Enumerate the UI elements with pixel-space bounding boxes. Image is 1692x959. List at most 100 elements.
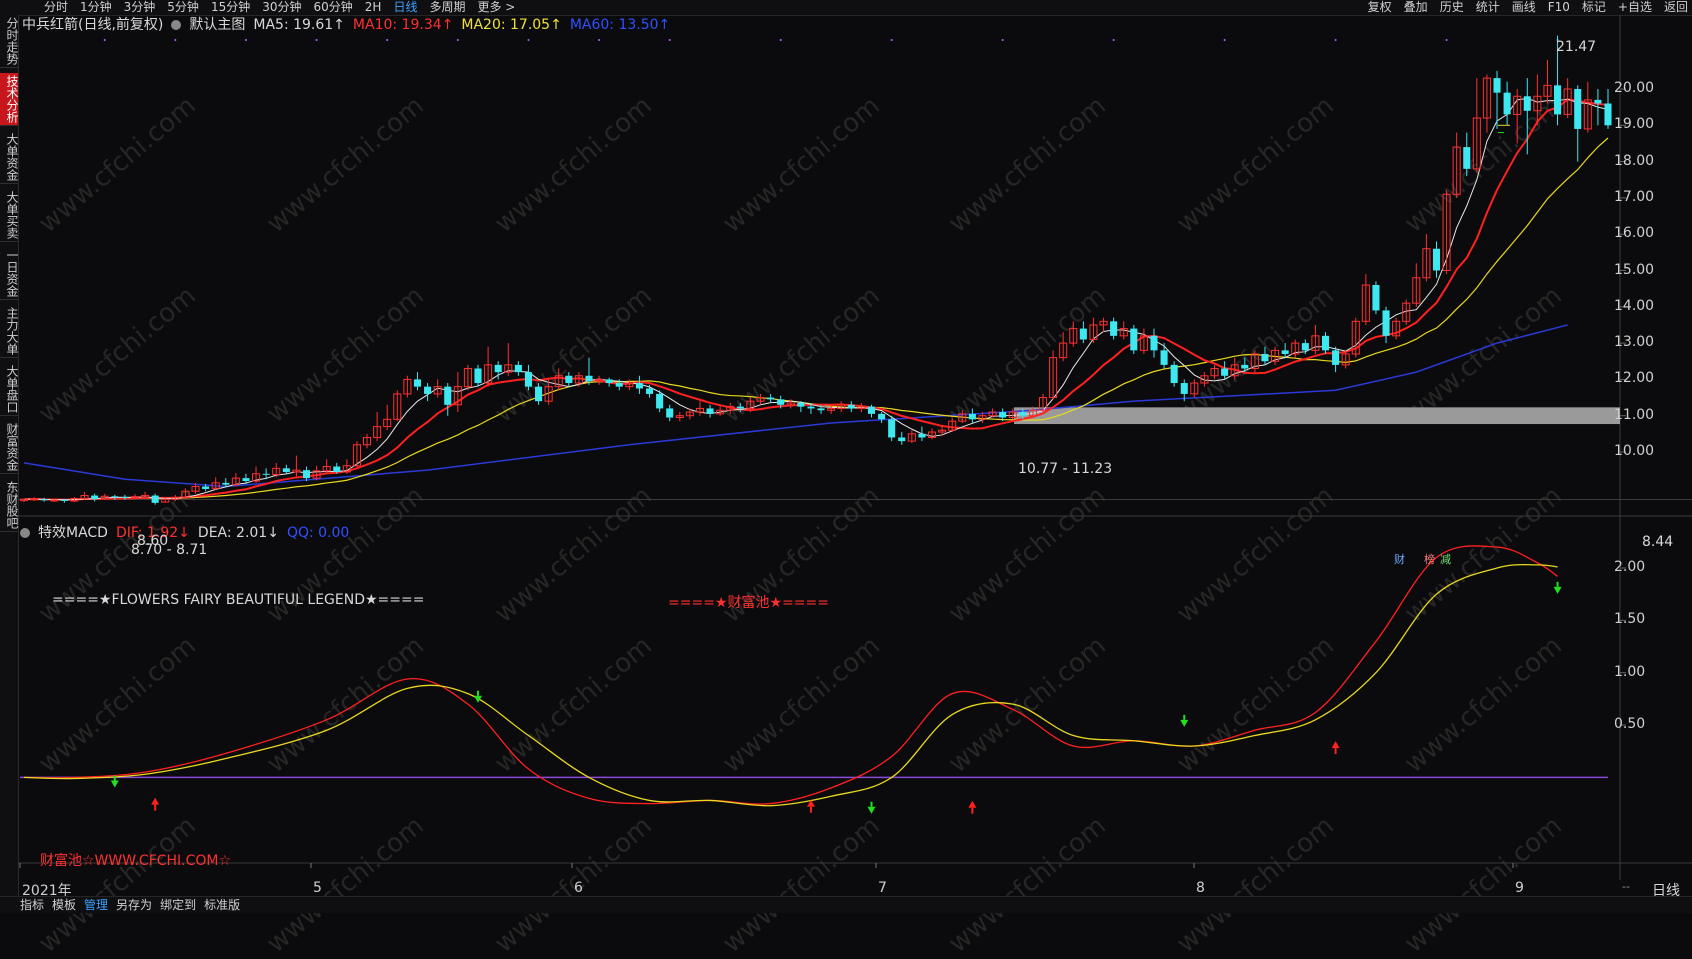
low-price-label: 8.60 xyxy=(137,533,169,549)
candle-body-down xyxy=(999,412,1007,418)
badge-bang[interactable]: 榜 xyxy=(1424,553,1435,566)
sidebar-tab-8[interactable]: 东财股吧 xyxy=(0,479,19,532)
candle-body-down xyxy=(817,408,825,411)
macd-name[interactable]: 特效MACD xyxy=(38,525,108,541)
candle-body-up xyxy=(1008,411,1017,419)
period-tab-2[interactable]: 3分钟 xyxy=(123,0,156,14)
bottom-tab-3[interactable]: 另存为 xyxy=(116,898,153,912)
period-tab-7[interactable]: 2H xyxy=(364,0,382,14)
period-tab-1[interactable]: 1分钟 xyxy=(80,0,112,14)
tool-button-6[interactable]: 标记 xyxy=(1581,0,1606,14)
candle-body-up xyxy=(30,498,39,501)
period-tab-8[interactable]: 日线 xyxy=(393,0,418,14)
sell-arrow-icon xyxy=(1180,719,1189,727)
tool-button-4[interactable]: 画线 xyxy=(1511,0,1536,14)
sidebar-tab-3[interactable]: 大单买卖 xyxy=(0,189,19,242)
tool-button-7[interactable]: +自选 xyxy=(1617,0,1652,14)
settings-dot-icon[interactable] xyxy=(171,20,182,30)
tool-button-1[interactable]: 叠加 xyxy=(1403,0,1428,14)
settings-dot-icon[interactable] xyxy=(20,528,30,538)
high-price-label: 21.47 xyxy=(1556,39,1597,55)
sidebar-tab-6[interactable]: 大单盘口 xyxy=(0,363,19,416)
y-tick-label: 14.00 xyxy=(1614,297,1655,314)
candle-body-down xyxy=(444,386,452,405)
candle-body-down xyxy=(91,495,99,500)
candle-body-down xyxy=(867,406,876,414)
candle-body-down xyxy=(121,497,129,499)
bottom-tab-5[interactable]: 标准版 xyxy=(204,898,241,912)
candle-body-up xyxy=(716,409,725,415)
candle-body-down xyxy=(1130,328,1138,351)
candle-body-up xyxy=(837,404,846,409)
sidebar-tab-4[interactable]: 一日资金 xyxy=(0,247,19,300)
candle-body-down xyxy=(656,393,664,409)
candle-body-down xyxy=(918,433,926,438)
candle-body-down xyxy=(424,386,432,394)
y-tick-label: 12.00 xyxy=(1614,370,1655,387)
collapse-icon[interactable]: -- xyxy=(1622,880,1630,893)
candle-body-up xyxy=(1200,375,1209,384)
bottom-tab-2[interactable]: 管理 xyxy=(84,898,109,912)
candle-body-down xyxy=(1503,92,1511,115)
candle-body-up xyxy=(1351,320,1360,355)
tool-button-3[interactable]: 统计 xyxy=(1475,0,1500,14)
sidebar-tab-5[interactable]: 主力大单 xyxy=(0,305,19,358)
x-tick-label: 2021年 xyxy=(22,883,72,899)
tool-button-0[interactable]: 复权 xyxy=(1367,0,1392,14)
sidebar-tab-2[interactable]: 大单资金 xyxy=(0,131,19,184)
candle-body-up xyxy=(322,466,331,472)
bottom-tab-0[interactable]: 指标 xyxy=(20,898,45,912)
macd-dea-line xyxy=(23,563,1558,807)
sidebar-tab-7[interactable]: 财富资金 xyxy=(0,421,19,474)
period-tab-0[interactable]: 分时 xyxy=(44,0,69,14)
candle-body-up xyxy=(544,386,553,402)
badge-cai[interactable]: 财 xyxy=(1394,553,1405,566)
badge-jian[interactable]: 减 xyxy=(1440,553,1451,566)
y-tick-label: 16.00 xyxy=(1614,225,1655,242)
candle-body-up xyxy=(675,415,684,419)
period-tab-6[interactable]: 60分钟 xyxy=(313,0,353,14)
period-label[interactable]: 日线 xyxy=(1652,883,1680,899)
tool-button-8[interactable]: 返回 xyxy=(1663,0,1688,14)
candle-body-up xyxy=(1341,353,1350,366)
period-toolbar: 分时 1分钟 3分钟 5分钟 15分钟 30分钟 60分钟 2H 日线 多周期 更多 > 复权 叠加历… xyxy=(0,0,1692,16)
candle-body-up xyxy=(1089,324,1098,340)
candle-body-up xyxy=(1452,146,1461,195)
template-name[interactable]: 默认主图 xyxy=(189,17,246,33)
sell-arrow-icon xyxy=(867,806,876,814)
price-chart[interactable] xyxy=(18,15,1692,896)
candle-body-up xyxy=(312,470,321,479)
sidebar-tab-0[interactable]: 分时走势 xyxy=(0,15,19,68)
tool-button-5[interactable]: F10 xyxy=(1547,0,1570,14)
y-tick-label: 18.00 xyxy=(1614,152,1655,169)
period-tab-10[interactable]: 更多 > xyxy=(477,0,516,14)
bottom-tab-4[interactable]: 绑定到 xyxy=(160,898,197,912)
sidebar-tab-1[interactable]: 技术分析 xyxy=(0,73,19,126)
candle-body-up xyxy=(695,407,705,413)
candle-body-down xyxy=(706,408,714,414)
stock-title[interactable]: 中兵红箭(日线,前复权) xyxy=(22,17,164,33)
candle-body-up xyxy=(50,499,59,502)
candle-body-up xyxy=(1119,328,1128,337)
tool-button-2[interactable]: 历史 xyxy=(1439,0,1464,14)
bottom-tab-1[interactable]: 模板 xyxy=(52,898,77,912)
candle-body-down xyxy=(807,406,815,409)
candle-body-up xyxy=(756,397,765,402)
candle-body-up xyxy=(1139,335,1148,351)
candle-body-up xyxy=(1543,84,1552,97)
buy-arrow-icon xyxy=(806,799,815,807)
candle-body-up xyxy=(554,375,563,388)
candle-body-up xyxy=(80,495,89,499)
candle-body-down xyxy=(1372,285,1380,311)
period-tab-4[interactable]: 15分钟 xyxy=(210,0,251,14)
candle-body-up xyxy=(181,490,190,498)
candle-body-down xyxy=(1332,350,1340,365)
candle-body-down xyxy=(202,486,210,490)
period-tab-3[interactable]: 5分钟 xyxy=(167,0,199,14)
period-tab-5[interactable]: 30分钟 xyxy=(262,0,302,14)
candle-body-up xyxy=(130,496,140,499)
candle-body-down xyxy=(1432,248,1441,271)
period-tab-9[interactable]: 多周期 xyxy=(429,0,466,14)
candle-body-up xyxy=(363,436,372,446)
top-marker-dot xyxy=(103,39,106,41)
